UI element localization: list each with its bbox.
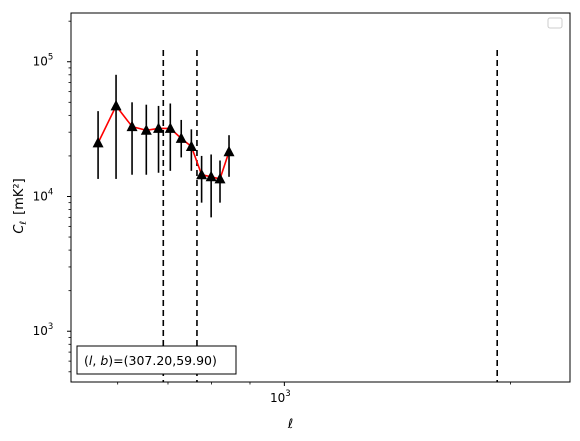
plot-frame: [70, 12, 571, 383]
triangle-marker: [205, 170, 217, 182]
triangle-marker: [185, 140, 197, 151]
annotation-l: l: [89, 353, 93, 368]
y-axis-label-unit: [mK²]: [12, 178, 27, 215]
annotation-b: b: [100, 353, 108, 368]
legend: [547, 17, 563, 29]
y-axis-label-sub: ℓ: [19, 221, 29, 226]
data-markers: [92, 99, 235, 184]
triangle-marker: [126, 120, 138, 132]
triangle-marker: [153, 122, 165, 133]
y-tick-exponent: 5: [48, 53, 53, 63]
axis-labels: ℓCℓ[mK²]: [12, 178, 293, 432]
annotation-frame: [76, 345, 237, 375]
triangle-marker: [175, 132, 187, 143]
annotation-box: (l, b)=(307.20,59.90): [76, 345, 237, 375]
triangle-marker: [110, 99, 122, 111]
triangle-marker: [196, 168, 208, 180]
y-axis-label: Cℓ [mK²]: [12, 178, 29, 233]
triangle-marker: [223, 145, 235, 157]
triangle-marker: [140, 124, 152, 135]
vertical-lines: [162, 50, 498, 382]
y-tick-exponent: 3: [48, 322, 53, 332]
triangle-marker: [214, 172, 226, 184]
annotation-text: (l, b)=(307.20,59.90): [84, 353, 217, 368]
annotation-open: (: [84, 353, 89, 368]
triangle-marker: [92, 136, 104, 148]
triangle-marker: [164, 122, 176, 133]
annotation-close: )=(307.20,59.90): [108, 353, 217, 368]
legend-box: [547, 17, 563, 29]
x-tick-exponent: 3: [285, 389, 290, 399]
x-axis-label: ℓ: [287, 417, 293, 432]
y-axis-label-main: C: [12, 224, 27, 234]
annotation-sep: ,: [92, 353, 100, 368]
y-tick-exponent: 4: [48, 187, 53, 197]
